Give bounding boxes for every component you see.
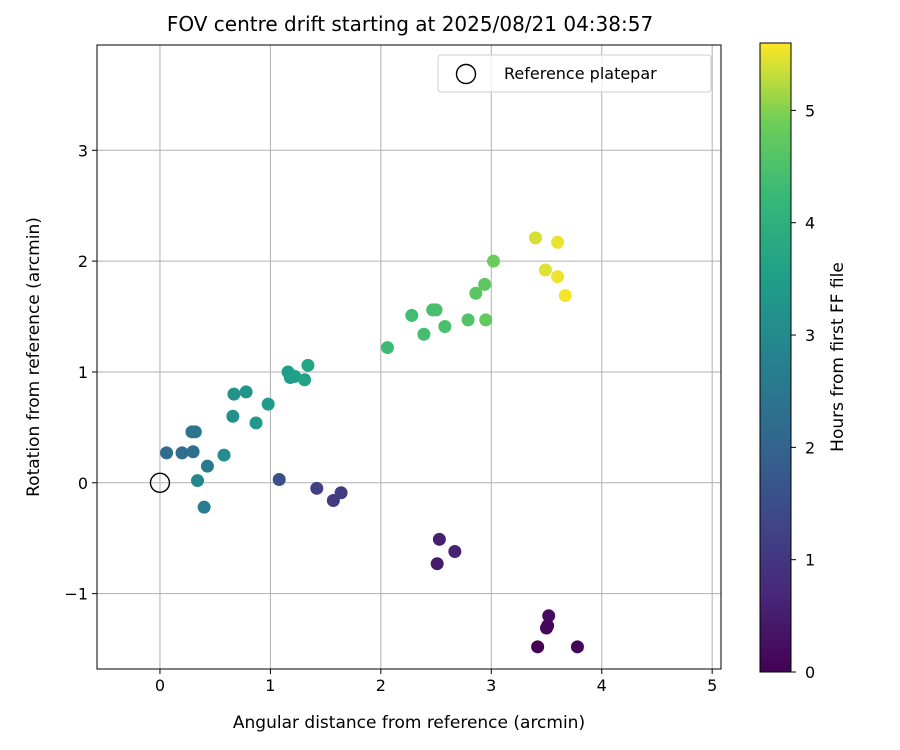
x-axis-ticks: 0 1 2 3 4 5 xyxy=(155,669,717,695)
colorbar-tick-label: 1 xyxy=(805,551,815,570)
data-points xyxy=(160,231,584,654)
y-axis-label: Rotation from reference (arcmin) xyxy=(24,217,44,497)
x-tick-label: 5 xyxy=(707,676,717,695)
data-point xyxy=(478,277,492,291)
y-tick-label: 0 xyxy=(78,474,88,493)
data-point xyxy=(301,358,315,372)
y-tick-label: 3 xyxy=(78,141,88,160)
data-point xyxy=(430,557,444,571)
data-point xyxy=(226,409,240,423)
data-point xyxy=(334,486,348,500)
legend-marker xyxy=(455,63,477,85)
data-point xyxy=(160,446,174,460)
colorbar-ticks: 0 1 2 3 4 5 xyxy=(791,101,815,682)
legend-label: Reference platepar xyxy=(504,64,657,83)
y-tick-label: 2 xyxy=(78,252,88,271)
y-tick-label: −1 xyxy=(64,585,88,604)
data-point xyxy=(542,609,556,623)
data-point xyxy=(429,303,443,317)
data-point xyxy=(479,313,493,327)
data-point xyxy=(448,545,462,559)
data-point xyxy=(405,308,419,322)
colorbar-tick-label: 4 xyxy=(805,214,815,233)
colorbar: 0 1 2 3 4 5 Hours from first FF file xyxy=(759,42,848,682)
data-point xyxy=(558,288,572,302)
data-point xyxy=(191,474,205,488)
data-point xyxy=(551,235,565,249)
data-point xyxy=(380,341,394,355)
data-point xyxy=(461,313,475,327)
reference-platepar-marker xyxy=(149,472,171,493)
chart-title: FOV centre drift starting at 2025/08/21 … xyxy=(167,12,653,36)
data-point xyxy=(197,500,211,514)
data-point xyxy=(551,270,565,284)
colorbar-tick-label: 2 xyxy=(805,438,815,457)
data-point xyxy=(298,373,312,387)
legend: Reference platepar xyxy=(437,54,712,93)
data-point xyxy=(438,320,452,334)
data-point xyxy=(469,286,483,300)
x-tick-label: 3 xyxy=(486,676,496,695)
colorbar-tick-label: 5 xyxy=(805,101,815,120)
data-point xyxy=(249,416,263,430)
y-axis-ticks: −1 0 1 2 3 xyxy=(64,141,97,604)
colorbar-tick-label: 0 xyxy=(805,663,815,682)
x-tick-label: 2 xyxy=(376,676,386,695)
data-point xyxy=(186,445,200,459)
data-point xyxy=(217,448,231,462)
data-point xyxy=(540,621,554,635)
reference-layer xyxy=(149,472,171,493)
colorbar-gradient xyxy=(759,42,792,673)
x-tick-label: 4 xyxy=(597,676,607,695)
data-point xyxy=(288,369,302,383)
data-point xyxy=(570,640,584,654)
colorbar-label: Hours from first FF file xyxy=(828,262,848,452)
data-point xyxy=(310,481,324,495)
data-point xyxy=(239,385,253,399)
y-tick-label: 1 xyxy=(78,363,88,382)
data-point xyxy=(272,472,286,486)
data-point xyxy=(227,387,241,401)
data-point xyxy=(486,254,500,268)
x-tick-label: 0 xyxy=(155,676,165,695)
data-point xyxy=(538,263,552,277)
colorbar-tick-label: 3 xyxy=(805,326,815,345)
grid xyxy=(97,45,721,669)
data-point xyxy=(175,446,189,460)
plot-frame xyxy=(96,44,722,670)
data-point xyxy=(417,327,431,341)
x-tick-label: 1 xyxy=(265,676,275,695)
data-point xyxy=(188,425,202,439)
data-point xyxy=(200,459,214,473)
legend-box xyxy=(437,54,712,93)
data-point xyxy=(531,640,545,654)
data-point xyxy=(528,231,542,245)
x-axis-label: Angular distance from reference (arcmin) xyxy=(233,713,585,733)
data-point xyxy=(432,532,446,546)
data-point xyxy=(261,397,275,411)
